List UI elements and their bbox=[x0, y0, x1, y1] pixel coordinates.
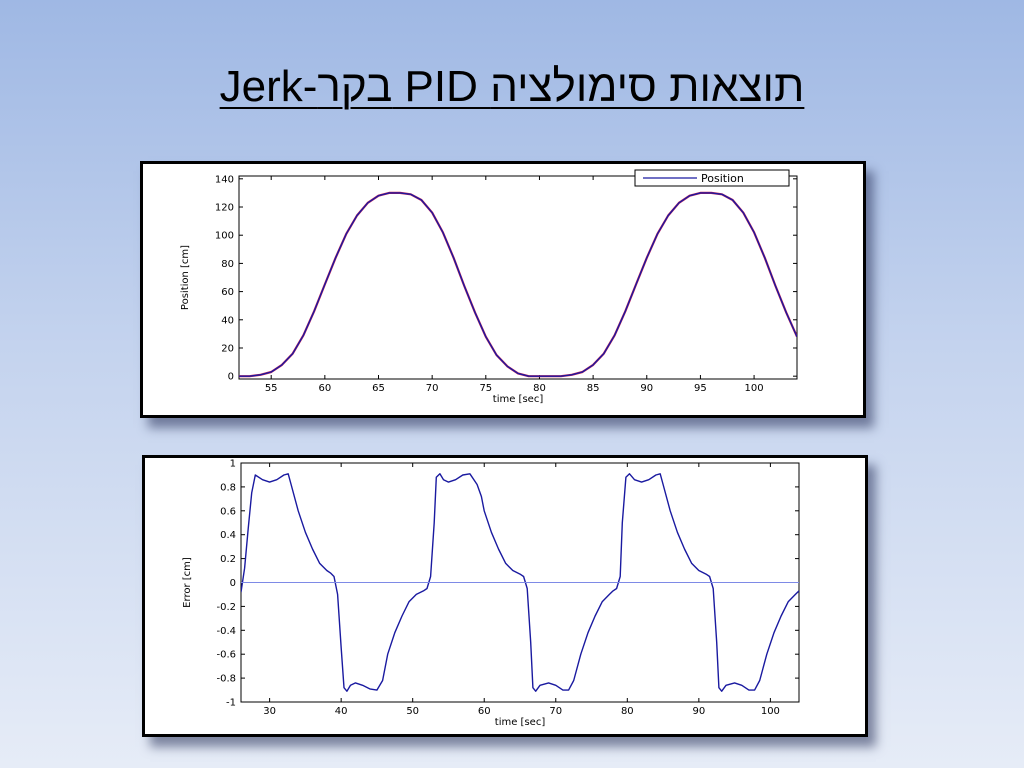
y-tick-label: 100 bbox=[215, 231, 234, 242]
y-tick-label: -0.8 bbox=[216, 674, 236, 685]
y-tick-label: 0 bbox=[230, 578, 236, 589]
x-tick-label: 60 bbox=[318, 383, 331, 394]
position-chart: 55 60 65 70 75 80 85 90 95 100 0 20 40 60 80 100 120 140 t… bbox=[140, 161, 866, 418]
x-tick-label: 55 bbox=[265, 383, 278, 394]
y-tick-label: -0.4 bbox=[216, 626, 236, 637]
legend: Position bbox=[634, 169, 790, 187]
slide-title: Jerk-בקר PID תוצאות סימולציה bbox=[219, 62, 805, 111]
error-chart: 30 40 50 60 70 80 90 100 1 0.8 0.6 0.4 0.2 0 -0.2 -0.4 -… bbox=[142, 455, 868, 737]
y-tick-label: 140 bbox=[215, 174, 234, 185]
position-chart-svg: 55 60 65 70 75 80 85 90 95 100 0 20 40 60 80 100 120 140 t… bbox=[180, 169, 798, 405]
x-tick-label: 95 bbox=[694, 383, 707, 394]
y-tick-label: 1 bbox=[230, 459, 236, 470]
x-tick-label: 75 bbox=[479, 383, 492, 394]
y-tick-label: 60 bbox=[221, 287, 234, 298]
x-tick-label: 100 bbox=[745, 383, 764, 394]
x-tick-label: 90 bbox=[692, 706, 705, 717]
x-tick-label: 100 bbox=[761, 706, 780, 717]
series-line bbox=[241, 473, 799, 692]
x-tick-label: 40 bbox=[335, 706, 348, 717]
y-tick-label: 0.6 bbox=[220, 506, 236, 517]
y-tick-label: 0 bbox=[228, 372, 234, 383]
y-tick-label: 20 bbox=[221, 343, 234, 354]
x-tick-label: 70 bbox=[426, 383, 439, 394]
x-tick-label: 90 bbox=[640, 383, 653, 394]
y-tick-label: -0.6 bbox=[216, 650, 236, 661]
x-axis-label: time [sec] bbox=[493, 394, 544, 405]
y-tick-label: 0.8 bbox=[220, 482, 236, 493]
x-tick-label: 85 bbox=[587, 383, 600, 394]
y-tick-label: -1 bbox=[226, 698, 236, 709]
series-line-shadow bbox=[239, 191, 797, 378]
y-tick-label: 0.2 bbox=[220, 554, 236, 565]
y-tick-label: -0.2 bbox=[216, 602, 236, 613]
y-axis-label: Error [cm] bbox=[182, 557, 193, 608]
y-axis-label: Position [cm] bbox=[180, 245, 191, 310]
y-tick-label: 80 bbox=[221, 259, 234, 270]
plot-area bbox=[238, 175, 798, 380]
y-tick-label: 0.4 bbox=[220, 530, 236, 541]
x-tick-label: 70 bbox=[549, 706, 562, 717]
x-tick-label: 50 bbox=[406, 706, 419, 717]
legend-box bbox=[634, 169, 790, 187]
x-tick-label: 80 bbox=[621, 706, 634, 717]
error-chart-svg: 30 40 50 60 70 80 90 100 1 0.8 0.6 0.4 0.2 0 -0.2 -0.4 -… bbox=[182, 459, 800, 728]
x-tick-label: 80 bbox=[533, 383, 546, 394]
y-tick-label: 40 bbox=[221, 315, 234, 326]
x-tick-label: 60 bbox=[478, 706, 491, 717]
x-axis-label: time [sec] bbox=[495, 717, 546, 728]
legend-entry: Position bbox=[701, 172, 744, 185]
x-tick-label: 65 bbox=[372, 383, 385, 394]
y-tick-label: 120 bbox=[215, 203, 234, 214]
x-tick-label: 30 bbox=[263, 706, 276, 717]
series-line bbox=[239, 192, 797, 377]
